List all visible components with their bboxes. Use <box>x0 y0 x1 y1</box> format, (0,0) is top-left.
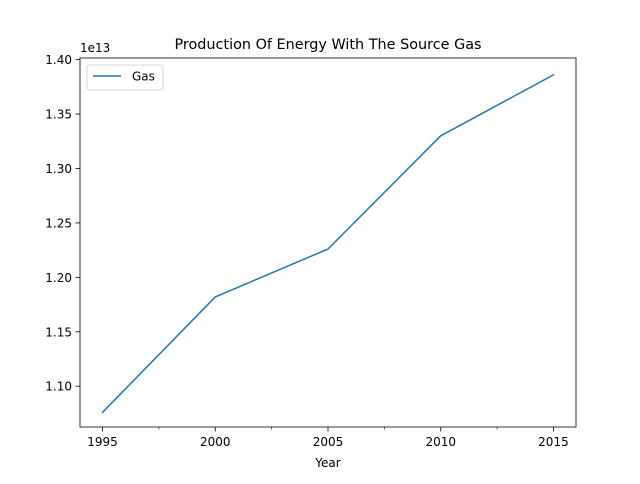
legend: Gas <box>86 64 164 91</box>
legend-label: Gas <box>132 70 155 84</box>
chart-title: Production Of Energy With The Source Gas <box>174 37 481 53</box>
y-axis-ticks: 1.10 1.15 1.20 1.25 1.30 1.35 1.40 <box>45 53 80 394</box>
series-layer <box>101 73 555 414</box>
x-tick-label: 2000 <box>200 435 231 449</box>
x-tick-label: 1995 <box>87 435 118 449</box>
plot-area-frame <box>79 57 577 428</box>
y-tick-label: 1.15 <box>45 325 72 339</box>
y-tick-label: 1.10 <box>45 380 72 394</box>
y-tick-label: 1.20 <box>45 271 72 285</box>
x-tick-label: 2005 <box>313 435 344 449</box>
x-axis-label: Year <box>314 456 340 470</box>
x-tick-label: 2010 <box>425 435 456 449</box>
y-tick-label: 1.35 <box>45 108 72 122</box>
x-tick-label: 2015 <box>538 435 569 449</box>
y-tick-label: 1.30 <box>45 162 72 176</box>
x-axis-ticks: 1995 2000 2005 2010 2015 <box>87 427 569 449</box>
legend-box <box>86 64 164 91</box>
y-axis-offset-text: 1e13 <box>80 41 110 55</box>
y-tick-label: 1.25 <box>45 216 72 230</box>
series-line-gas <box>101 73 555 414</box>
y-tick-label: 1.40 <box>45 53 72 67</box>
